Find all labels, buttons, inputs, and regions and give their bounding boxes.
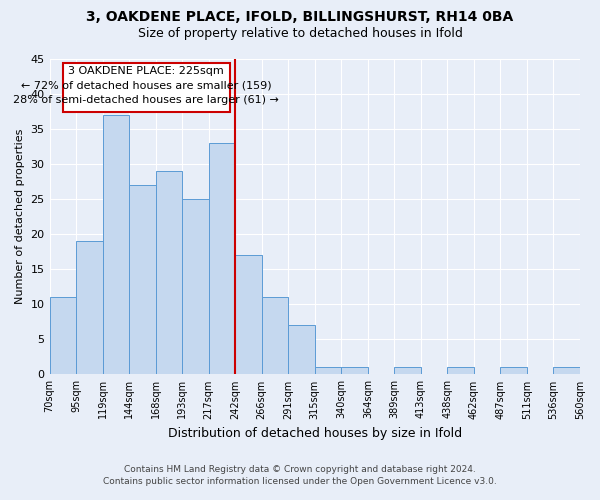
Text: 3 OAKDENE PLACE: 225sqm: 3 OAKDENE PLACE: 225sqm [68,66,224,76]
FancyBboxPatch shape [63,62,230,112]
Bar [209,143,235,374]
Bar [182,199,209,374]
Bar [288,326,315,374]
Bar [50,298,76,374]
Bar [553,368,580,374]
Bar [315,368,341,374]
Bar [235,256,262,374]
Bar [103,115,129,374]
Bar [76,241,103,374]
Y-axis label: Number of detached properties: Number of detached properties [15,129,25,304]
Bar [500,368,527,374]
Text: 3, OAKDENE PLACE, IFOLD, BILLINGSHURST, RH14 0BA: 3, OAKDENE PLACE, IFOLD, BILLINGSHURST, … [86,10,514,24]
Text: ← 72% of detached houses are smaller (159): ← 72% of detached houses are smaller (15… [21,80,272,90]
Bar [448,368,474,374]
Bar [129,185,155,374]
Bar [341,368,368,374]
Bar [262,298,288,374]
Bar [394,368,421,374]
Text: 28% of semi-detached houses are larger (61) →: 28% of semi-detached houses are larger (… [13,96,279,106]
Text: Contains public sector information licensed under the Open Government Licence v3: Contains public sector information licen… [103,477,497,486]
X-axis label: Distribution of detached houses by size in Ifold: Distribution of detached houses by size … [168,427,462,440]
Text: Size of property relative to detached houses in Ifold: Size of property relative to detached ho… [137,28,463,40]
Bar [155,171,182,374]
Text: Contains HM Land Registry data © Crown copyright and database right 2024.: Contains HM Land Registry data © Crown c… [124,465,476,474]
